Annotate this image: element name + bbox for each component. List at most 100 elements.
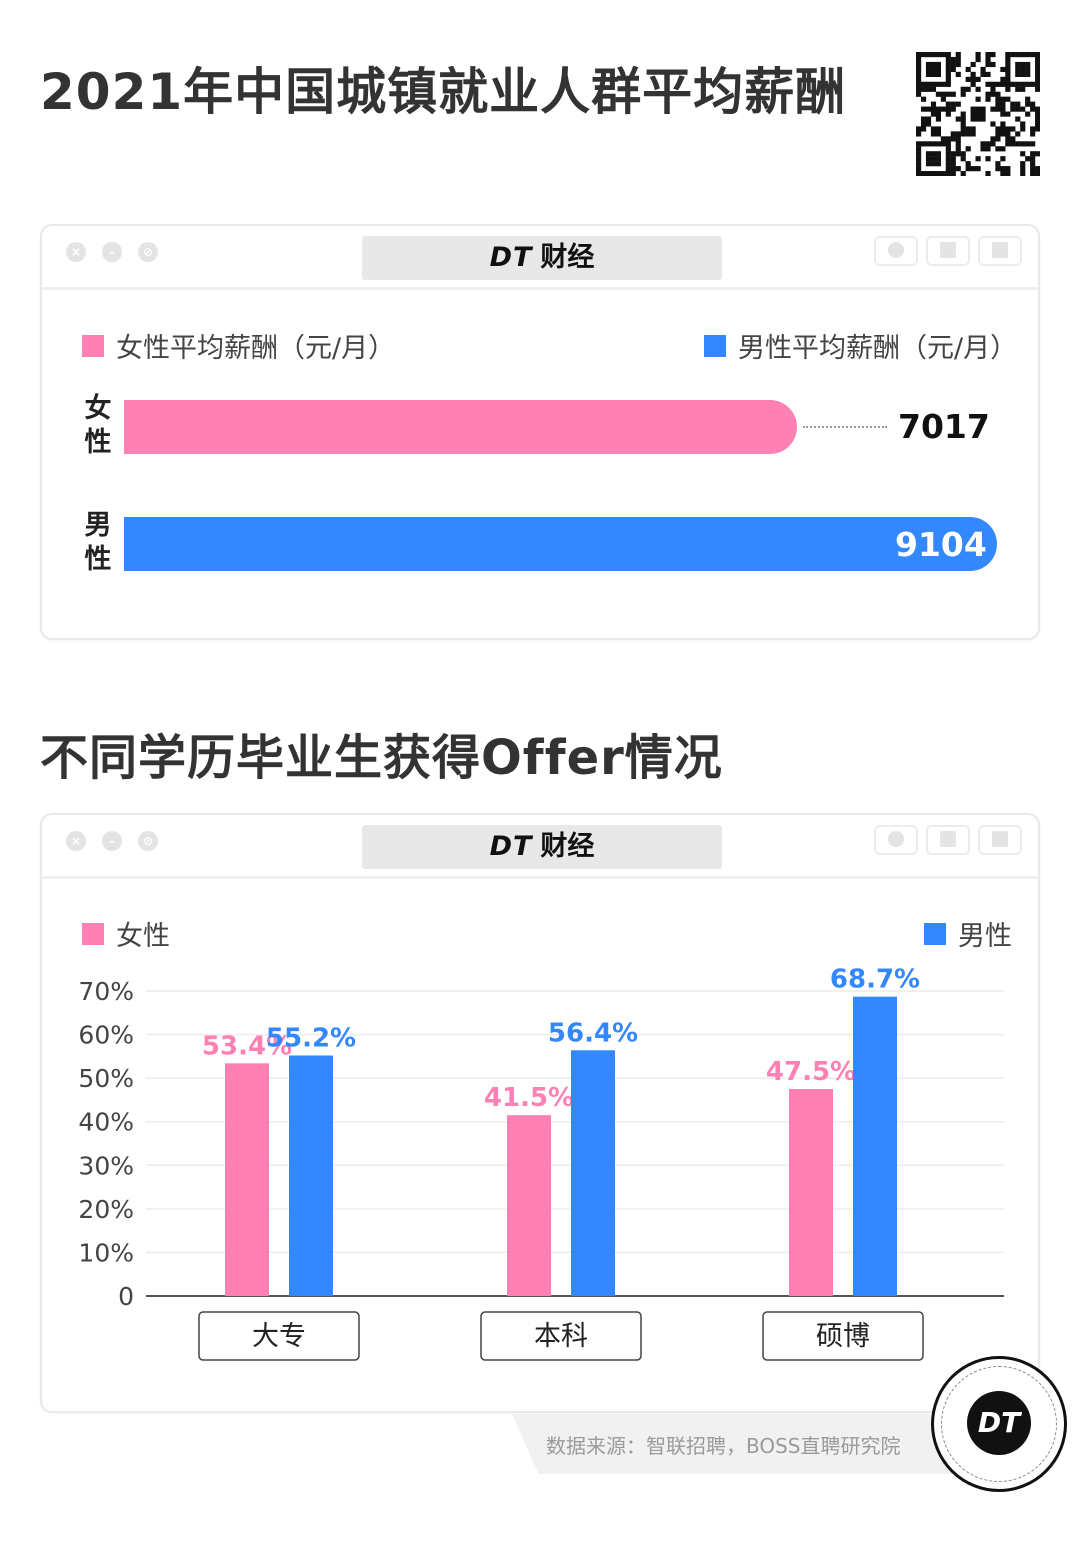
data-label: 68.7% [830, 965, 920, 995]
qr-module [1010, 52, 1016, 58]
qr-module [935, 91, 941, 97]
qr-module [960, 121, 966, 127]
source-note: 数据来源：智联招聘，BOSS直聘研究院 [512, 1414, 952, 1474]
bar-female [789, 1089, 833, 1296]
legend-swatch-male [704, 334, 726, 357]
qr-module [960, 116, 966, 122]
qr-module [1000, 66, 1006, 73]
qr-module [950, 131, 956, 137]
qr-module [925, 61, 932, 68]
qr-module [940, 81, 946, 87]
qr-module [930, 151, 937, 157]
x-tick-label: 本科 [534, 1321, 588, 1352]
qr-module [1035, 61, 1040, 68]
qr-module [916, 151, 922, 157]
qr-module [990, 121, 996, 127]
qr-module [995, 101, 1001, 107]
qr-module [925, 121, 932, 127]
qr-module [950, 61, 956, 68]
qr-module [965, 166, 971, 172]
qr-module [955, 136, 961, 142]
qr-module [1020, 81, 1026, 87]
legend-swatch-male [924, 922, 946, 945]
qr-module [1025, 96, 1031, 102]
qr-module [995, 136, 1001, 142]
qr-module [916, 71, 922, 77]
legend-swatch-female [82, 334, 104, 357]
qr-module [950, 91, 956, 97]
y-tick-label: 50% [78, 1064, 134, 1093]
qr-module [955, 101, 961, 107]
qr-module [1025, 71, 1031, 77]
qr-module [930, 66, 937, 73]
qr-module [955, 131, 961, 137]
qr-module [1000, 146, 1006, 152]
qr-module [1000, 166, 1006, 172]
qr-module [1025, 81, 1031, 87]
y-tick-label: 70% [78, 977, 134, 1006]
qr-module [990, 106, 996, 112]
qr-module [916, 66, 922, 73]
qr-module [960, 131, 966, 137]
qr-module [925, 116, 932, 122]
qr-module [930, 61, 937, 68]
qr-module [985, 171, 991, 176]
qr-module [995, 166, 1001, 172]
qr-module [930, 71, 937, 77]
qr-module [940, 171, 946, 176]
qr-module [1020, 71, 1026, 77]
value-label-female: 7017 [898, 407, 990, 446]
qr-module [1015, 61, 1021, 68]
qr-module [965, 146, 971, 152]
qr-module [925, 156, 932, 162]
qr-module [930, 86, 937, 92]
qr-module [1005, 61, 1011, 68]
qr-module [985, 146, 991, 152]
qr-module [995, 126, 1001, 132]
qr-module [1020, 106, 1026, 112]
legend-item-male: 男性 [924, 914, 1012, 953]
brand-dt-logo: DT [489, 242, 533, 273]
qr-module [1030, 161, 1036, 167]
qr-module [1030, 131, 1036, 137]
qr-module [1035, 126, 1040, 132]
qr-module [1020, 126, 1026, 132]
qr-module [925, 71, 932, 77]
qr-module [1030, 166, 1036, 172]
qr-module [1035, 86, 1040, 92]
qr-module [1010, 101, 1016, 107]
qr-module [1005, 111, 1011, 117]
qr-module [940, 91, 946, 97]
qr-module [955, 141, 961, 147]
qr-module [1035, 111, 1040, 117]
qr-module [955, 56, 961, 63]
qr-module [940, 52, 946, 58]
y-tick-label: 10% [78, 1238, 134, 1267]
qr-module [945, 91, 951, 97]
qr-module [1025, 141, 1031, 147]
qr-module [930, 106, 937, 112]
qr-module [1010, 106, 1016, 112]
minimize-icon: – [102, 831, 122, 851]
qr-module [1035, 116, 1040, 122]
bar-male [289, 1055, 333, 1296]
qr-module [916, 166, 922, 172]
qr-module [1025, 101, 1031, 107]
qr-module [1000, 81, 1006, 87]
share-icon [926, 825, 970, 855]
qr-module [970, 131, 976, 137]
qr-module [916, 171, 922, 176]
qr-module [980, 111, 986, 117]
qr-module [950, 171, 956, 176]
qr-module [916, 161, 922, 167]
qr-module [935, 151, 941, 157]
y-tick-label: 30% [78, 1151, 134, 1180]
y-tick-label: 60% [78, 1021, 134, 1050]
qr-module [940, 141, 946, 147]
qr-module [950, 56, 956, 63]
qr-module [955, 71, 961, 77]
qr-module [945, 81, 951, 87]
qr-module [945, 156, 951, 162]
qr-module [975, 52, 981, 58]
qr-module [975, 96, 981, 102]
